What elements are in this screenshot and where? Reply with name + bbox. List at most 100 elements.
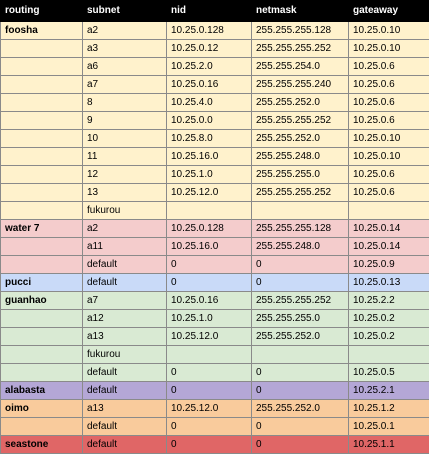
nid-cell: 10.25.4.0 bbox=[167, 94, 252, 112]
subnet-cell: fukurou bbox=[83, 346, 167, 364]
netmask-cell: 255.255.248.0 bbox=[252, 238, 349, 256]
gateway-cell: 10.25.0.10 bbox=[349, 148, 429, 166]
routing-cell bbox=[1, 418, 83, 436]
subnet-cell: a7 bbox=[83, 292, 167, 310]
netmask-cell: 255.255.255.0 bbox=[252, 166, 349, 184]
netmask-cell: 255.255.252.0 bbox=[252, 400, 349, 418]
subnet-cell: 9 bbox=[83, 112, 167, 130]
routing-cell bbox=[1, 256, 83, 274]
gateway-cell: 10.25.2.1 bbox=[349, 382, 429, 400]
gateway-cell: 10.25.0.10 bbox=[349, 22, 429, 40]
routing-cell: pucci bbox=[1, 274, 83, 292]
gateway-cell: 10.25.0.10 bbox=[349, 40, 429, 58]
gateway-cell: 10.25.0.10 bbox=[349, 130, 429, 148]
nid-cell: 10.25.1.0 bbox=[167, 166, 252, 184]
netmask-cell: 255.255.255.128 bbox=[252, 22, 349, 40]
netmask-cell: 255.255.255.0 bbox=[252, 310, 349, 328]
netmask-cell: 255.255.252.0 bbox=[252, 328, 349, 346]
table-row: fukurou bbox=[1, 202, 429, 220]
table-row: fukurou bbox=[1, 346, 429, 364]
netmask-cell: 255.255.252.0 bbox=[252, 94, 349, 112]
nid-cell: 10.25.12.0 bbox=[167, 400, 252, 418]
netmask-cell: 0 bbox=[252, 274, 349, 292]
gateway-cell: 10.25.0.2 bbox=[349, 328, 429, 346]
subnet-cell: a2 bbox=[83, 22, 167, 40]
netmask-cell: 0 bbox=[252, 256, 349, 274]
subnet-cell: 12 bbox=[83, 166, 167, 184]
gateway-cell: 10.25.1.2 bbox=[349, 400, 429, 418]
routing-cell bbox=[1, 148, 83, 166]
routing-cell bbox=[1, 184, 83, 202]
gateway-cell: 10.25.0.5 bbox=[349, 364, 429, 382]
nid-cell: 0 bbox=[167, 274, 252, 292]
routing-cell bbox=[1, 238, 83, 256]
header-row: routing subnet nid netmask gateaway bbox=[1, 1, 429, 22]
routing-cell bbox=[1, 310, 83, 328]
netmask-cell: 0 bbox=[252, 418, 349, 436]
subnet-cell: default bbox=[83, 364, 167, 382]
header-routing: routing bbox=[1, 1, 83, 22]
gateway-cell: 10.25.0.14 bbox=[349, 220, 429, 238]
nid-cell bbox=[167, 346, 252, 364]
nid-cell: 10.25.0.12 bbox=[167, 40, 252, 58]
routing-cell bbox=[1, 112, 83, 130]
netmask-cell: 255.255.252.0 bbox=[252, 130, 349, 148]
subnet-cell: default bbox=[83, 382, 167, 400]
routing-cell bbox=[1, 166, 83, 184]
nid-cell: 0 bbox=[167, 436, 252, 454]
subnet-cell: a3 bbox=[83, 40, 167, 58]
subnet-cell: a2 bbox=[83, 220, 167, 238]
nid-cell: 10.25.0.128 bbox=[167, 220, 252, 238]
routing-cell bbox=[1, 40, 83, 58]
nid-cell: 10.25.12.0 bbox=[167, 184, 252, 202]
nid-cell: 10.25.0.128 bbox=[167, 22, 252, 40]
subnet-cell: 13 bbox=[83, 184, 167, 202]
subnet-cell: a11 bbox=[83, 238, 167, 256]
subnet-cell: default bbox=[83, 436, 167, 454]
netmask-cell bbox=[252, 346, 349, 364]
netmask-cell: 255.255.255.252 bbox=[252, 184, 349, 202]
netmask-cell: 255.255.255.252 bbox=[252, 292, 349, 310]
routing-cell bbox=[1, 76, 83, 94]
table-header: routing subnet nid netmask gateaway bbox=[1, 1, 429, 22]
netmask-cell: 255.255.248.0 bbox=[252, 148, 349, 166]
gateway-cell: 10.25.0.6 bbox=[349, 184, 429, 202]
routing-cell bbox=[1, 94, 83, 112]
gateway-cell: 10.25.0.6 bbox=[349, 76, 429, 94]
routing-cell: guanhao bbox=[1, 292, 83, 310]
subnet-cell: default bbox=[83, 256, 167, 274]
netmask-cell: 255.255.255.128 bbox=[252, 220, 349, 238]
gateway-cell: 10.25.0.6 bbox=[349, 94, 429, 112]
nid-cell: 0 bbox=[167, 382, 252, 400]
routing-cell: oimo bbox=[1, 400, 83, 418]
routing-cell bbox=[1, 202, 83, 220]
header-netmask: netmask bbox=[252, 1, 349, 22]
routing-cell: foosha bbox=[1, 22, 83, 40]
gateway-cell: 10.25.0.6 bbox=[349, 112, 429, 130]
nid-cell: 10.25.0.0 bbox=[167, 112, 252, 130]
gateway-cell: 10.25.2.2 bbox=[349, 292, 429, 310]
header-gateway: gateaway bbox=[349, 1, 429, 22]
gateway-cell: 10.25.0.6 bbox=[349, 166, 429, 184]
gateway-cell: 10.25.0.6 bbox=[349, 58, 429, 76]
routing-cell bbox=[1, 58, 83, 76]
subnet-cell: 8 bbox=[83, 94, 167, 112]
